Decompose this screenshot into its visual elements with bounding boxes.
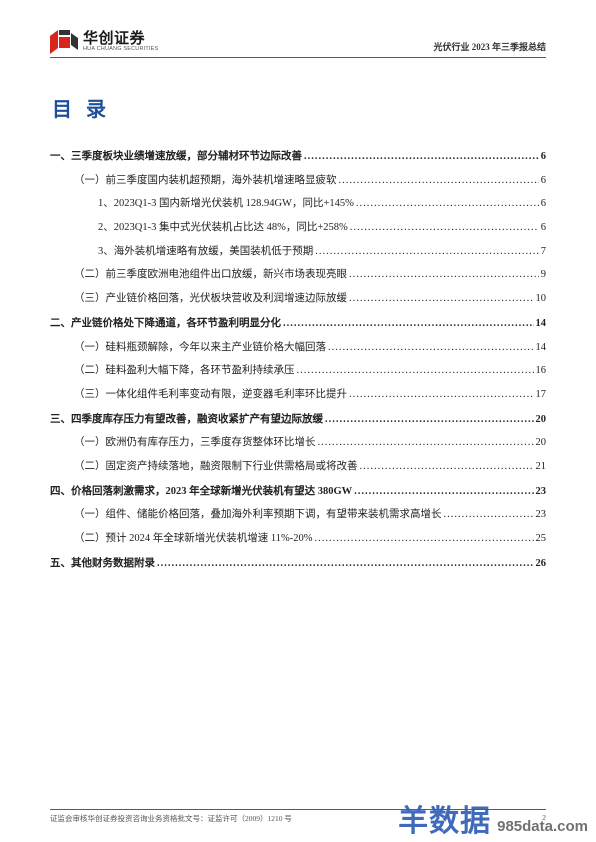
toc-entry[interactable]: 1、2023Q1-3 国内新增光伏装机 128.94GW，同比+145% 6 [98, 197, 546, 212]
table-of-contents: 一、三季度板块业绩增速放缓，部分辅材环节边际改善 6（一）前三季度国内装机超预期… [50, 150, 546, 571]
toc-entry[interactable]: （三）一体化组件毛利率变动有限，逆变器毛利率环比提升 17 [74, 388, 546, 403]
toc-leader-dots [360, 460, 534, 475]
logo-text: 华创证券 HUA CHUANG SECURITIES [83, 31, 158, 53]
toc-entry-label: （二）硅料盈利大幅下降，各环节盈利持续承压 [74, 364, 295, 379]
toc-entry-page: 9 [541, 268, 546, 283]
toc-title: 目录 [52, 93, 546, 122]
toc-entry-page: 20 [536, 436, 547, 451]
toc-entry-page: 6 [541, 150, 546, 165]
toc-leader-dots [157, 557, 534, 572]
watermark-url: 985data.com [497, 818, 588, 835]
toc-leader-dots [328, 341, 534, 356]
toc-entry-page: 20 [536, 413, 547, 428]
toc-entry-label: （一）组件、储能价格回落，叠加海外利率预期下调，有望带来装机需求高增长 [74, 508, 442, 523]
toc-entry[interactable]: 三、四季度库存压力有望改善，融资收紧扩产有望边际放缓 20 [50, 413, 546, 428]
toc-entry[interactable]: 2、2023Q1-3 集中式光伏装机占比达 48%，同比+258% 6 [98, 221, 546, 236]
toc-entry-page: 7 [541, 245, 546, 260]
toc-entry[interactable]: （一）组件、储能价格回落，叠加海外利率预期下调，有望带来装机需求高增长 23 [74, 508, 546, 523]
toc-entry-label: （三）一体化组件毛利率变动有限，逆变器毛利率环比提升 [74, 388, 347, 403]
header-subtitle: 光伏行业 2023 年三季报总结 [433, 40, 546, 54]
toc-entry-label: （二）前三季度欧洲电池组件出口放缓，新兴市场表现亮眼 [74, 268, 347, 283]
toc-entry-label: 一、三季度板块业绩增速放缓，部分辅材环节边际改善 [50, 150, 302, 165]
toc-entry-label: 二、产业链价格处下降通道，各环节盈利明显分化 [50, 317, 281, 332]
toc-entry[interactable]: （二）硅料盈利大幅下降，各环节盈利持续承压 16 [74, 364, 546, 379]
toc-entry[interactable]: 一、三季度板块业绩增速放缓，部分辅材环节边际改善 6 [50, 150, 546, 165]
toc-entry-label: 3、海外装机增速略有放缓，美国装机低于预期 [98, 245, 313, 260]
toc-leader-dots [354, 485, 533, 500]
toc-entry-label: 1、2023Q1-3 国内新增光伏装机 128.94GW，同比+145% [98, 197, 354, 212]
toc-entry-page: 23 [536, 508, 547, 523]
toc-entry[interactable]: （二）前三季度欧洲电池组件出口放缓，新兴市场表现亮眼 9 [74, 268, 546, 283]
toc-leader-dots [318, 436, 534, 451]
toc-leader-dots [315, 245, 539, 260]
toc-entry[interactable]: （一）硅料瓶颈解除，今年以来主产业链价格大幅回落 14 [74, 341, 546, 356]
toc-entry[interactable]: （三）产业链价格回落，光伏板块营收及利润增速边际放缓 10 [74, 292, 546, 307]
toc-entry[interactable]: （二）固定资产持续落地，融资限制下行业供需格局或将改善 21 [74, 460, 546, 475]
toc-entry-page: 21 [536, 460, 547, 475]
watermark-main: 羊数据 [398, 805, 491, 838]
footer-left: 证监会审核华创证券投资咨询业务资格批文号：证监许可（2009）1210 号 [50, 813, 292, 824]
toc-entry-page: 26 [536, 557, 547, 572]
logo-name-en: HUA CHUANG SECURITIES [83, 47, 158, 53]
toc-entry-page: 17 [536, 388, 547, 403]
toc-entry-label: （一）硅料瓶颈解除，今年以来主产业链价格大幅回落 [74, 341, 326, 356]
toc-entry-page: 10 [536, 292, 547, 307]
toc-leader-dots [349, 388, 534, 403]
toc-entry-label: （三）产业链价格回落，光伏板块营收及利润增速边际放缓 [74, 292, 347, 307]
toc-leader-dots [304, 150, 539, 165]
toc-entry[interactable]: 五、其他财务数据附录 26 [50, 557, 546, 572]
toc-entry[interactable]: （二）预计 2024 年全球新增光伏装机增速 11%-20% 25 [74, 532, 546, 547]
toc-leader-dots [349, 292, 534, 307]
toc-leader-dots [350, 221, 539, 236]
toc-leader-dots [444, 508, 534, 523]
toc-entry-label: （二）固定资产持续落地，融资限制下行业供需格局或将改善 [74, 460, 358, 475]
toc-entry-label: 三、四季度库存压力有望改善，融资收紧扩产有望边际放缓 [50, 413, 323, 428]
logo-mark [50, 30, 78, 54]
toc-entry-page: 6 [541, 197, 546, 212]
toc-leader-dots [314, 532, 533, 547]
logo: 华创证券 HUA CHUANG SECURITIES [50, 30, 158, 54]
toc-leader-dots [356, 197, 539, 212]
toc-entry-page: 6 [541, 174, 546, 189]
toc-leader-dots [297, 364, 534, 379]
toc-entry-label: 五、其他财务数据附录 [50, 557, 155, 572]
toc-entry-page: 23 [536, 485, 547, 500]
toc-entry-page: 6 [541, 221, 546, 236]
toc-entry-page: 14 [536, 341, 547, 356]
toc-entry-label: （二）预计 2024 年全球新增光伏装机增速 11%-20% [74, 532, 312, 547]
toc-entry-page: 16 [536, 364, 547, 379]
document-page: 华创证券 HUA CHUANG SECURITIES 光伏行业 2023 年三季… [0, 0, 596, 842]
toc-entry[interactable]: 二、产业链价格处下降通道，各环节盈利明显分化 14 [50, 317, 546, 332]
toc-entry-label: （一）欧洲仍有库存压力，三季度存货整体环比增长 [74, 436, 316, 451]
watermark: 羊数据 985data.com [398, 796, 588, 840]
toc-entry[interactable]: （一）欧洲仍有库存压力，三季度存货整体环比增长 20 [74, 436, 546, 451]
toc-leader-dots [339, 174, 539, 189]
toc-entry-label: （一）前三季度国内装机超预期，海外装机增速略显疲软 [74, 174, 337, 189]
page-header: 华创证券 HUA CHUANG SECURITIES 光伏行业 2023 年三季… [50, 30, 546, 58]
toc-entry[interactable]: 四、价格回落刺激需求，2023 年全球新增光伏装机有望达 380GW 23 [50, 485, 546, 500]
toc-entry-label: 四、价格回落刺激需求，2023 年全球新增光伏装机有望达 380GW [50, 485, 352, 500]
logo-name-cn: 华创证券 [83, 31, 158, 46]
toc-leader-dots [349, 268, 539, 283]
toc-entry[interactable]: （一）前三季度国内装机超预期，海外装机增速略显疲软 6 [74, 174, 546, 189]
toc-entry-label: 2、2023Q1-3 集中式光伏装机占比达 48%，同比+258% [98, 221, 348, 236]
toc-entry[interactable]: 3、海外装机增速略有放缓，美国装机低于预期 7 [98, 245, 546, 260]
toc-entry-page: 25 [536, 532, 547, 547]
toc-leader-dots [325, 413, 534, 428]
toc-entry-page: 14 [536, 317, 547, 332]
toc-leader-dots [283, 317, 534, 332]
